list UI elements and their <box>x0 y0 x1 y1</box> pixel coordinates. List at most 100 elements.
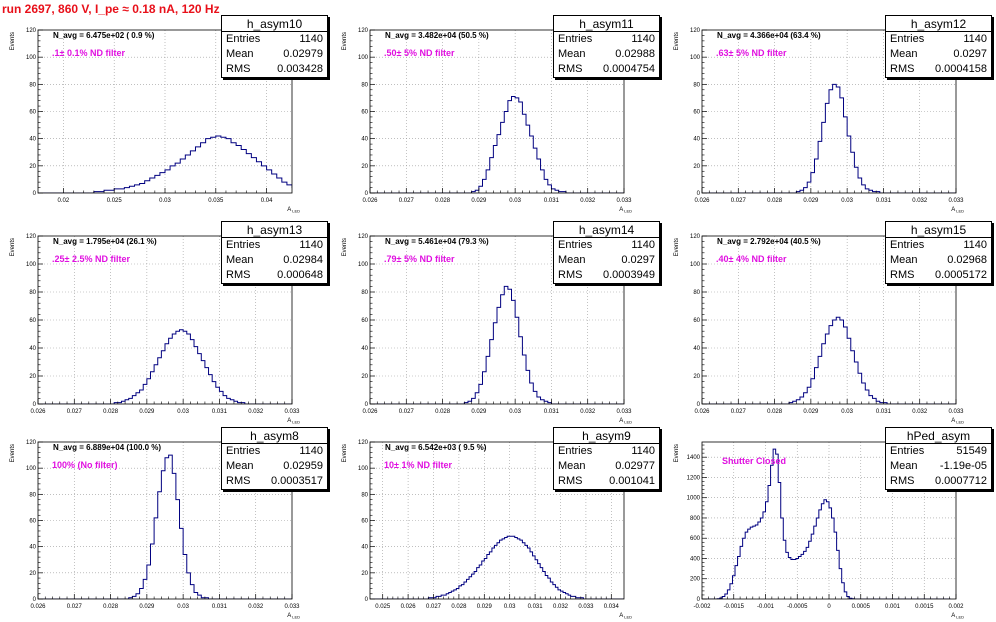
histogram-pad: 0.026 0.027 0.028 0.029 0.03 0.031 0.032 0.033 0… <box>0 221 332 427</box>
stat-label: Entries <box>558 239 593 251</box>
stat-row-entries: Entries 51549 <box>886 444 991 459</box>
navg-annotation: N_avg = 2.792e+04 (40.5 %) <box>717 237 821 246</box>
stat-value: 1140 <box>631 445 655 457</box>
navg-annotation: N_avg = 6.475e+02 ( 0.9 %) <box>53 31 155 40</box>
stat-label: Entries <box>226 445 261 457</box>
y-tick-label: 80 <box>693 290 700 296</box>
stats-box: h_asym9 Entries 1140 Mean 0.02977 RMS 0.001041 <box>553 427 660 490</box>
stat-value: 0.0004158 <box>935 63 987 75</box>
stat-value: 1140 <box>631 239 655 251</box>
stat-row-rms: RMS 0.000648 <box>222 268 327 283</box>
x-tick-label: 0.028 <box>435 409 451 415</box>
x-tick-label: 0.025 <box>107 198 123 204</box>
stat-value: 0.02984 <box>283 254 323 266</box>
filter-annotation: .40± 4% ND filter <box>716 254 787 264</box>
y-tick-label: 0 <box>697 402 701 408</box>
y-tick-label: 60 <box>29 318 36 324</box>
y-tick-label: 20 <box>29 374 36 380</box>
x-tick-label: 0.033 <box>948 198 964 204</box>
y-tick-label: 40 <box>361 545 368 551</box>
x-tick-label: 0.026 <box>362 198 378 204</box>
stat-value: 0.0297 <box>621 254 655 266</box>
stat-label: Mean <box>890 460 918 472</box>
x-tick-label: 0.0005 <box>852 604 871 610</box>
x-tick-label: 0.029 <box>471 409 487 415</box>
stat-label: Mean <box>890 254 918 266</box>
y-tick-label: 80 <box>361 82 368 88</box>
y-tick-label: 40 <box>29 545 36 551</box>
filter-annotation: .25± 2.5% ND filter <box>52 254 130 264</box>
filter-annotation: .50± 5% ND filter <box>384 48 455 58</box>
x-tick-label: 0.031 <box>544 198 560 204</box>
x-axis-label: ALED <box>951 207 964 214</box>
stat-value: 1140 <box>299 445 323 457</box>
histogram-line <box>38 454 292 599</box>
stat-value: 51549 <box>956 445 987 457</box>
stat-row-mean: Mean 0.02979 <box>222 47 327 62</box>
navg-annotation: N_avg = 4.366e+04 (63.4 %) <box>717 31 821 40</box>
stat-value: 1140 <box>963 239 987 251</box>
histogram-pad: 0.026 0.027 0.028 0.029 0.03 0.031 0.032 0.033 0… <box>332 221 664 427</box>
y-tick-label: 20 <box>29 571 36 577</box>
y-tick-label: 120 <box>26 234 37 240</box>
stat-row-entries: Entries 1140 <box>222 238 327 253</box>
y-tick-label: 20 <box>361 571 368 577</box>
histogram-pad: 0.026 0.027 0.028 0.029 0.03 0.031 0.032 0.033 0… <box>332 15 664 216</box>
histogram-name: h_asym15 <box>886 222 991 238</box>
stat-row-mean: Mean 0.02977 <box>554 459 659 474</box>
x-tick-label: 0.029 <box>139 409 155 415</box>
stat-label: Entries <box>890 33 925 45</box>
filter-annotation: .63± 5% ND filter <box>716 48 787 58</box>
stat-label: Entries <box>890 445 925 457</box>
y-axis-label: Events <box>674 444 680 462</box>
stat-label: RMS <box>558 269 583 281</box>
histogram-pad: 0.026 0.027 0.028 0.029 0.03 0.031 0.032 0.033 0… <box>664 15 996 216</box>
histogram-plot: 0.026 0.027 0.028 0.029 0.03 0.031 0.032 0.033 0… <box>342 234 632 425</box>
x-tick-label: 0.03 <box>841 198 853 204</box>
y-tick-label: 40 <box>693 346 700 352</box>
x-tick-label: 0.027 <box>426 604 442 610</box>
x-tick-label: 0.033 <box>948 409 964 415</box>
stat-value: 0.001041 <box>609 475 655 487</box>
y-axis-label: Events <box>10 444 16 462</box>
stat-value: -1.19e-05 <box>939 460 987 472</box>
stat-value: 0.0007712 <box>935 475 987 487</box>
histogram-pad: 0.026 0.027 0.028 0.029 0.03 0.031 0.032 0.033 0… <box>0 427 332 622</box>
y-tick-label: 60 <box>361 519 368 525</box>
stat-label: RMS <box>558 63 583 75</box>
navg-annotation: N_avg = 3.482e+04 (50.5 %) <box>385 31 489 40</box>
stat-value: 0.000648 <box>277 269 323 281</box>
y-tick-label: 80 <box>361 290 368 296</box>
y-axis-label: Events <box>342 444 348 462</box>
x-tick-label: 0.026 <box>401 604 417 610</box>
stat-row-entries: Entries 1140 <box>886 238 991 253</box>
y-tick-label: 100 <box>690 55 701 61</box>
stat-value: 0.02979 <box>283 48 323 60</box>
stat-label: Entries <box>226 239 261 251</box>
x-axis-label: ALED <box>951 613 964 620</box>
y-tick-label: 60 <box>361 318 368 324</box>
stat-label: RMS <box>890 475 915 487</box>
y-tick-label: 200 <box>690 577 701 583</box>
x-tick-label: 0.028 <box>103 604 119 610</box>
y-tick-label: 100 <box>26 466 37 472</box>
navg-annotation: N_avg = 5.461e+04 (79.3 %) <box>385 237 489 246</box>
stats-box: h_asym11 Entries 1140 Mean 0.02988 RMS 0.00047… <box>553 15 660 78</box>
histogram-plot: 0.026 0.027 0.028 0.029 0.03 0.031 0.032 0.033 0… <box>674 28 964 214</box>
y-tick-label: 20 <box>361 374 368 380</box>
x-tick-label: 0.02 <box>58 198 70 204</box>
stat-value: 1140 <box>963 33 987 45</box>
stat-label: RMS <box>558 475 583 487</box>
y-axis-label: Events <box>674 238 680 256</box>
histogram-name: h_asym12 <box>886 16 991 32</box>
stat-row-entries: Entries 1140 <box>554 444 659 459</box>
x-tick-label: 0.029 <box>477 604 493 610</box>
y-tick-label: 120 <box>690 234 701 240</box>
x-tick-label: 0.032 <box>580 198 596 204</box>
stat-row-entries: Entries 1140 <box>222 444 327 459</box>
x-tick-label: 0.029 <box>803 198 819 204</box>
page-title: run 2697, 860 V, I_pe ≈ 0.18 nA, 120 Hz <box>2 2 220 16</box>
y-tick-label: 40 <box>29 137 36 143</box>
stat-label: Mean <box>226 460 254 472</box>
x-tick-label: 0.03 <box>159 198 171 204</box>
